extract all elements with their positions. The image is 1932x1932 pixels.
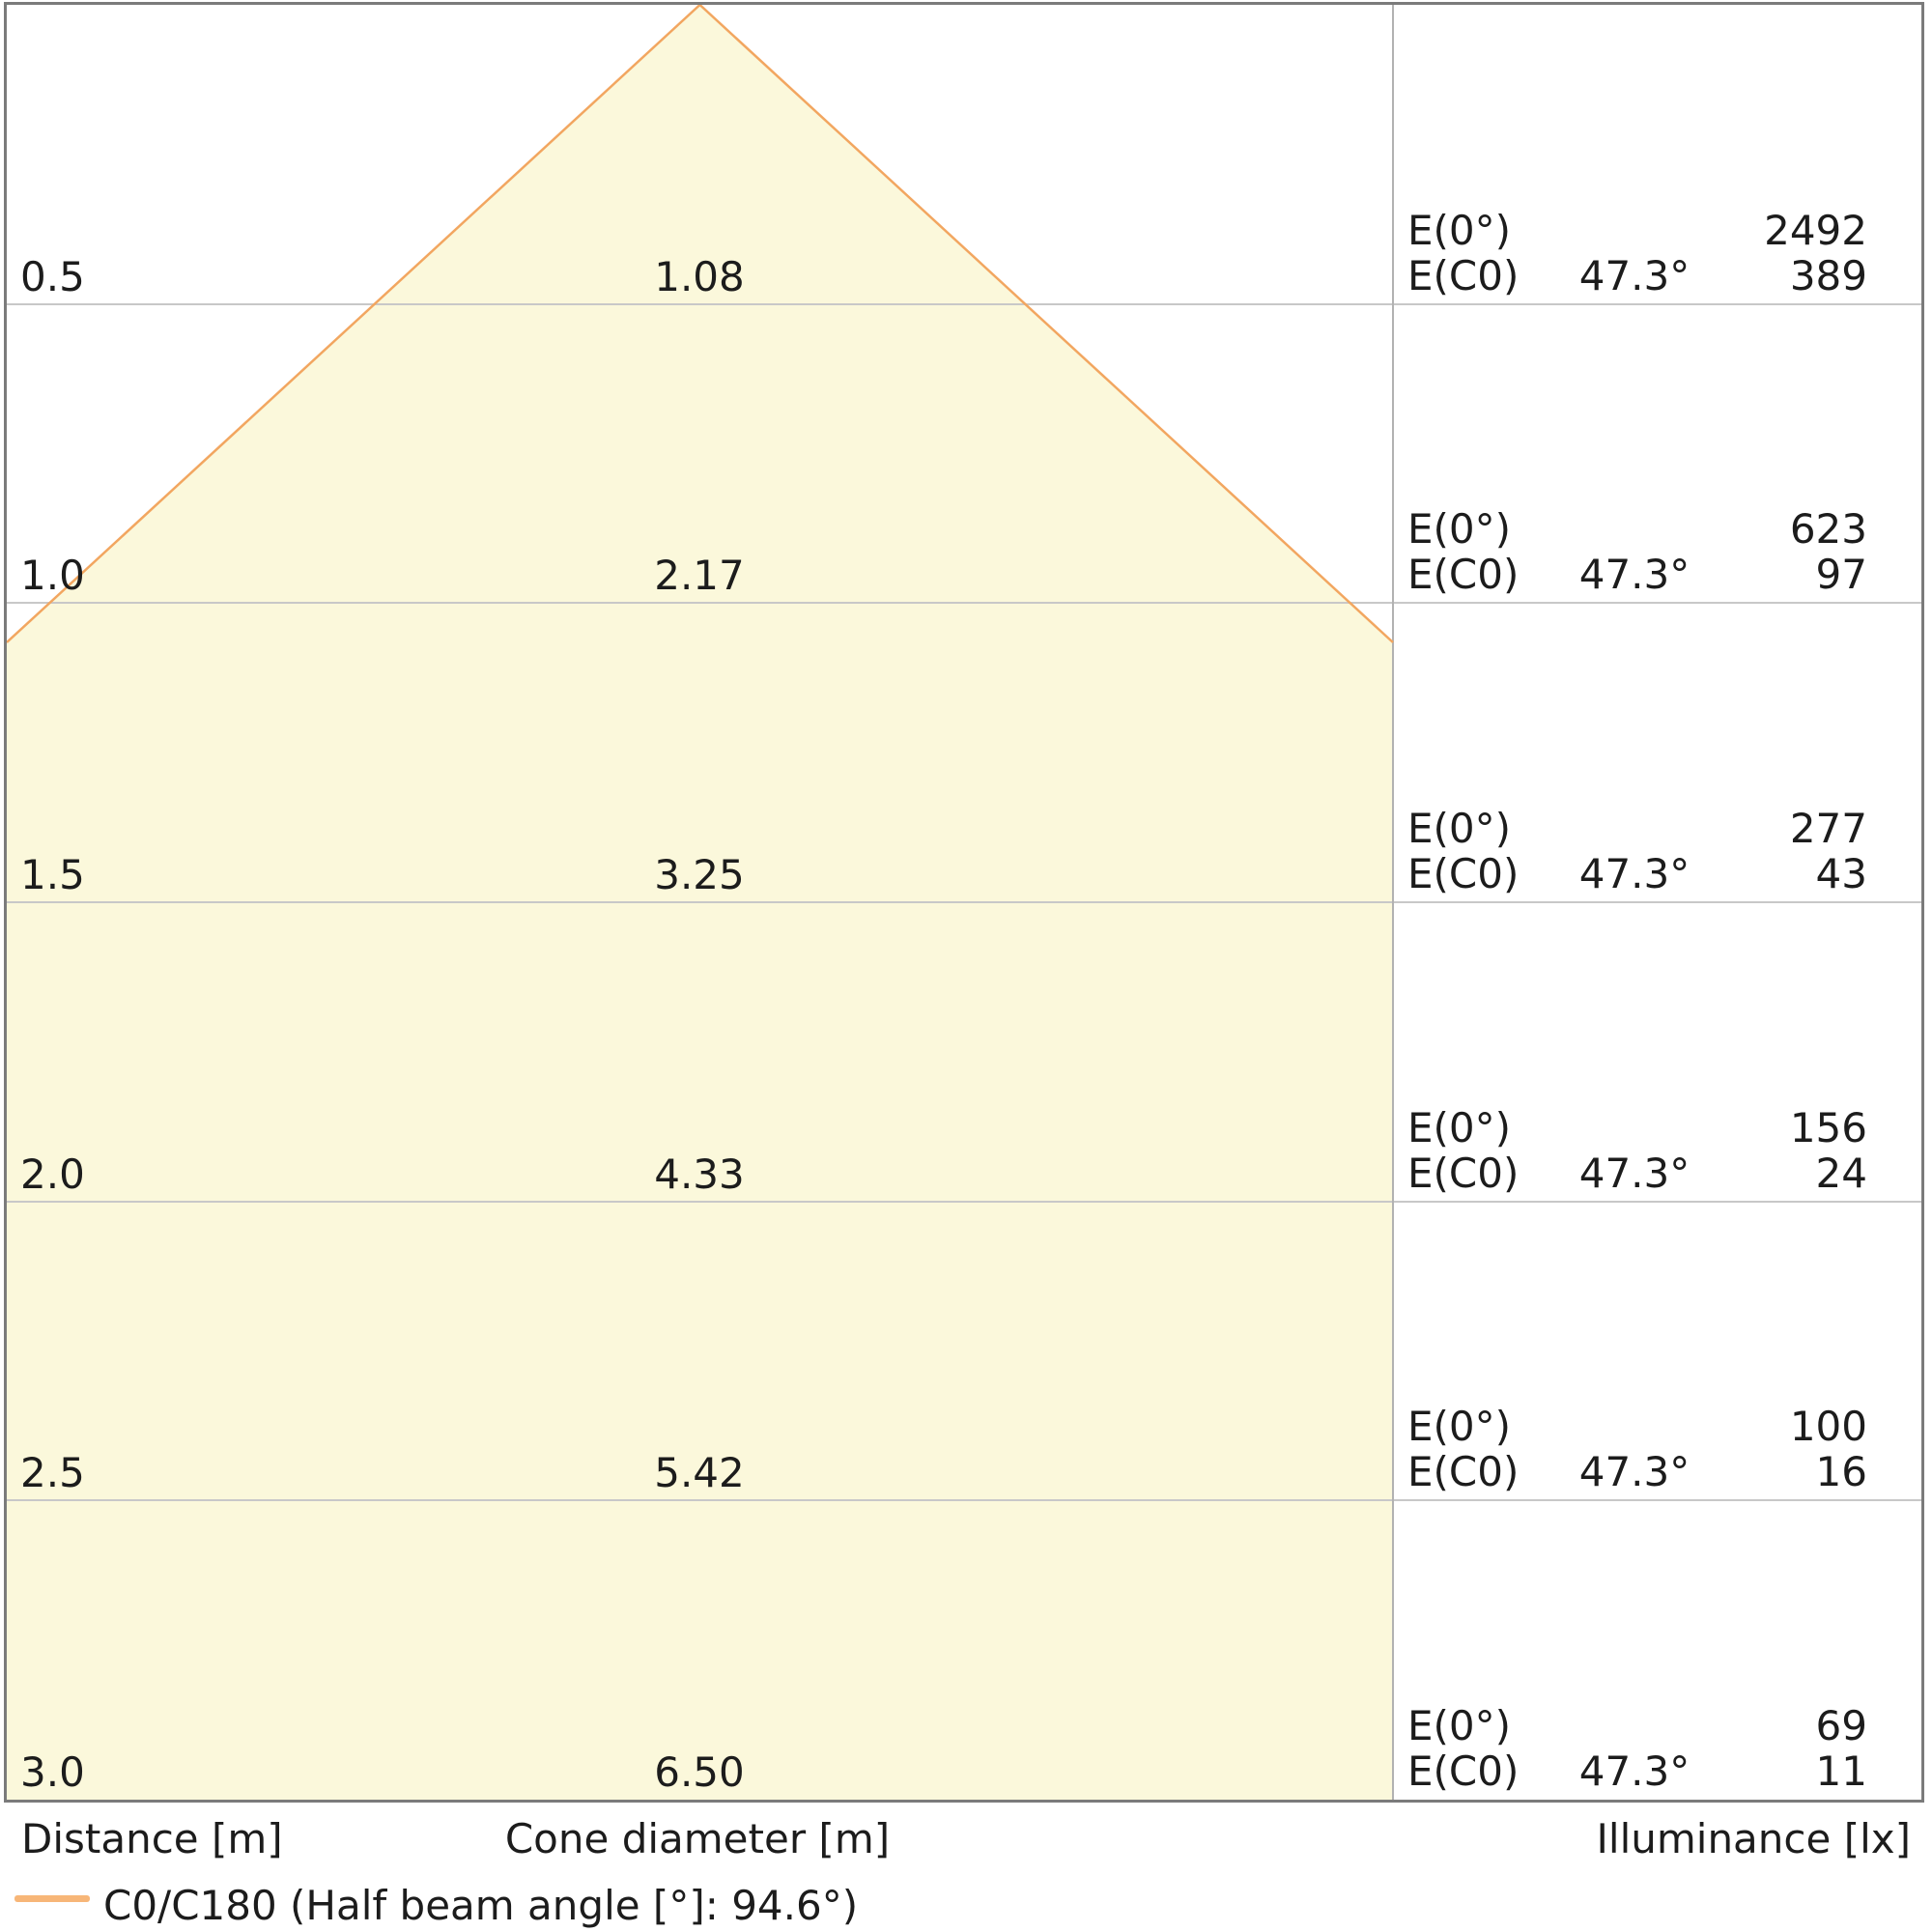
e0-label: E(0°): [1407, 505, 1512, 553]
e0-label: E(0°): [1407, 207, 1512, 254]
ec0-label: E(C0): [1407, 1448, 1520, 1495]
cone-diameter-value: 5.42: [654, 1449, 745, 1496]
beam-angle-value: 47.3°: [1578, 1747, 1690, 1795]
ec0-value: 97: [1815, 551, 1867, 598]
e0-value: 100: [1789, 1403, 1867, 1450]
illuminance-cell: E(0°) 277 E(C0) 47.3° 43: [1407, 806, 1867, 896]
ec0-value: 24: [1815, 1150, 1867, 1197]
beam-angle-value: 47.3°: [1578, 1150, 1690, 1197]
cone-chart-svg: [7, 5, 1921, 1800]
distance-value: 0.5: [20, 253, 85, 300]
cone-diagram: 0.5 1.08 E(0°) 2492 E(C0) 47.3° 389 1.0 …: [4, 2, 1924, 1803]
cone-diameter-value: 2.17: [654, 552, 745, 599]
cone-diameter-value: 6.50: [654, 1748, 745, 1796]
distance-value: 3.0: [20, 1748, 85, 1796]
e0-value: 156: [1789, 1104, 1867, 1151]
distance-value: 2.0: [20, 1151, 85, 1198]
beam-angle-value: 47.3°: [1578, 1448, 1690, 1495]
ec0-label: E(C0): [1407, 1150, 1520, 1197]
beam-angle-value: 47.3°: [1578, 850, 1690, 897]
cone-diameter-axis-label: Cone diameter [m]: [504, 1815, 891, 1862]
ec0-label: E(C0): [1407, 551, 1520, 598]
ec0-label: E(C0): [1407, 850, 1520, 897]
ec0-value: 16: [1815, 1448, 1867, 1495]
e0-value: 2492: [1764, 207, 1867, 254]
cone-diameter-value: 3.25: [654, 851, 745, 898]
beam-line-right: [698, 5, 1394, 643]
illuminance-cell: E(0°) 69 E(C0) 47.3° 11: [1407, 1703, 1867, 1794]
e0-label: E(0°): [1407, 1702, 1512, 1749]
distance-value: 2.5: [20, 1449, 85, 1496]
distance-value: 1.5: [20, 851, 85, 898]
cone-diameter-value: 4.33: [654, 1151, 745, 1198]
beam-angle-value: 47.3°: [1578, 252, 1690, 299]
e0-label: E(0°): [1407, 1104, 1512, 1151]
legend-line-swatch: [14, 1895, 90, 1902]
ec0-label: E(C0): [1407, 1747, 1520, 1795]
ec0-value: 389: [1789, 252, 1867, 299]
distance-axis-label: Distance [m]: [21, 1815, 283, 1862]
ec0-value: 43: [1815, 850, 1867, 897]
ec0-value: 11: [1815, 1747, 1867, 1795]
illuminance-cell: E(0°) 2492 E(C0) 47.3° 389: [1407, 208, 1867, 298]
beam-angle-value: 47.3°: [1578, 551, 1690, 598]
e0-label: E(0°): [1407, 805, 1512, 852]
e0-value: 277: [1789, 805, 1867, 852]
illuminance-cell: E(0°) 156 E(C0) 47.3° 24: [1407, 1105, 1867, 1196]
cone-diameter-value: 1.08: [654, 253, 745, 300]
e0-label: E(0°): [1407, 1403, 1512, 1450]
distance-value: 1.0: [20, 552, 85, 599]
illuminance-cell: E(0°) 100 E(C0) 47.3° 16: [1407, 1404, 1867, 1494]
illuminance-cell: E(0°) 623 E(C0) 47.3° 97: [1407, 506, 1867, 597]
illuminance-axis-label: Illuminance [lx]: [1596, 1815, 1911, 1862]
e0-value: 69: [1815, 1702, 1867, 1749]
beam-line-left: [7, 5, 701, 643]
legend-label: C0/C180 (Half beam angle [°]: 94.6°): [103, 1882, 859, 1929]
ec0-label: E(C0): [1407, 252, 1520, 299]
e0-value: 623: [1789, 505, 1867, 553]
